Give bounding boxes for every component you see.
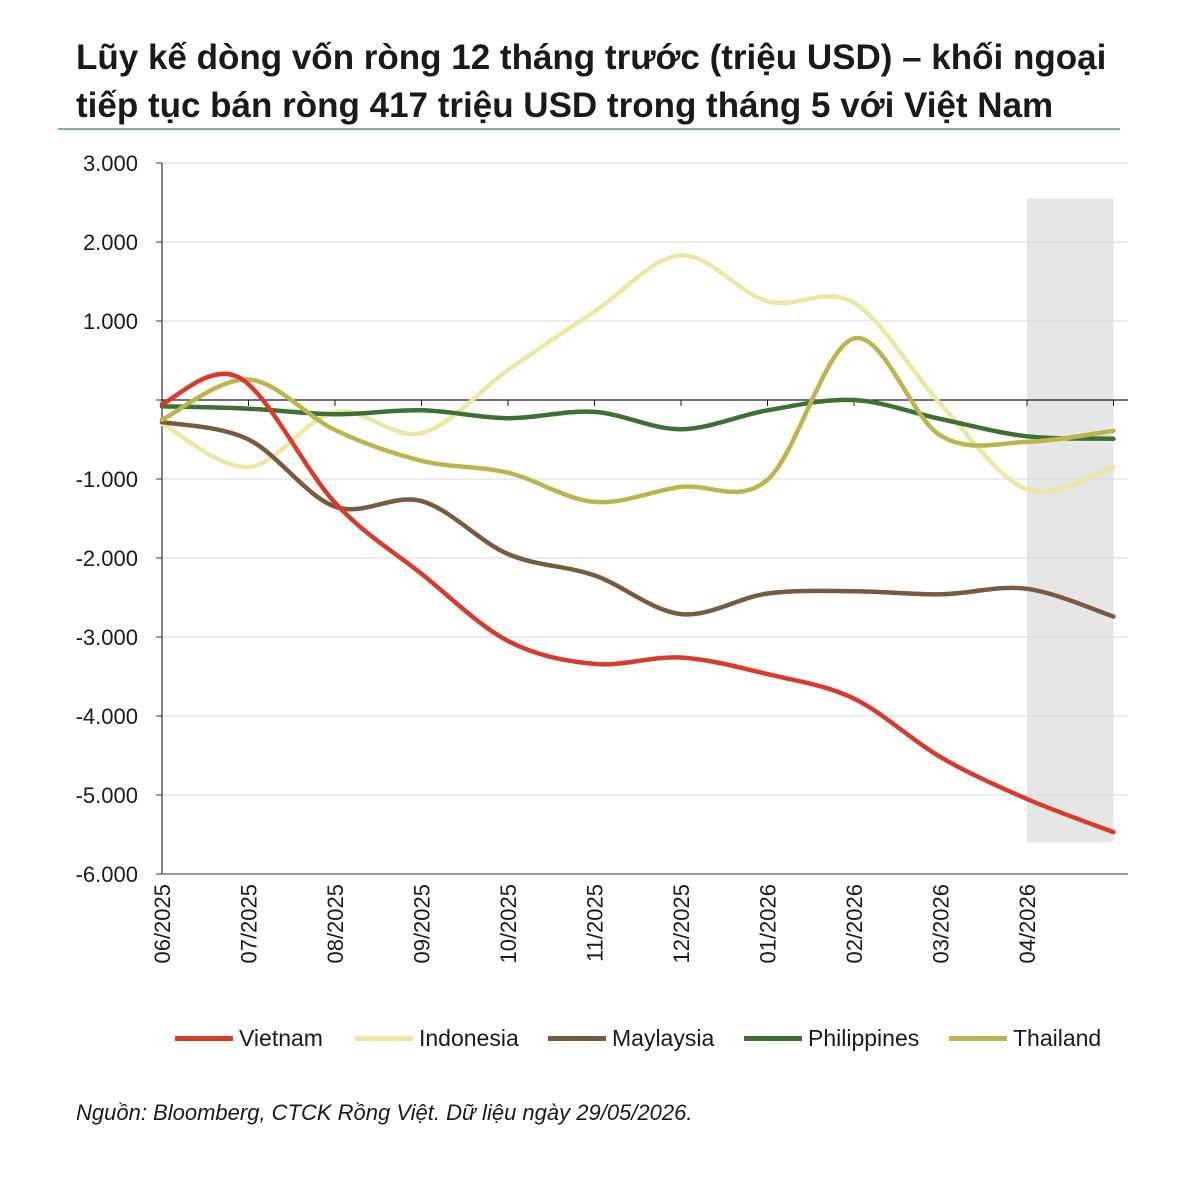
legend-label: Vietnam	[239, 1024, 323, 1051]
gridlines	[156, 162, 1128, 875]
forecast-shaded-region	[1027, 198, 1114, 843]
legend-swatch	[175, 1035, 233, 1041]
x-tick-label: 03/2026	[929, 884, 954, 964]
legend-label: Indonesia	[419, 1024, 519, 1051]
y-tick-label: -2.000	[76, 546, 138, 571]
legend-swatch	[744, 1035, 802, 1041]
legend-item-philippines: Philippines	[744, 1020, 919, 1056]
legend: Vietnam Indonesia Maylaysia Philippines Thai…	[0, 1020, 1198, 1056]
series-lines	[159, 253, 1116, 835]
y-tick-label: 1.000	[83, 309, 138, 334]
axes	[161, 163, 1128, 875]
legend-item-vietnam: Vietnam	[175, 1020, 323, 1056]
legend-label: Maylaysia	[612, 1024, 715, 1051]
y-tick-label: -4.000	[76, 704, 138, 729]
x-tick-label: 02/2026	[842, 884, 867, 964]
y-tick-label: -1.000	[76, 467, 138, 492]
legend-swatch	[949, 1035, 1007, 1041]
legend-label: Thailand	[1013, 1024, 1102, 1051]
series-line-vietnam	[159, 371, 1116, 835]
series-line-thailand	[159, 336, 1116, 505]
series-line-philippines	[159, 397, 1116, 441]
x-tick-label: 08/2025	[323, 884, 348, 964]
x-tick-label: 07/2025	[237, 884, 262, 964]
legend-swatch	[355, 1035, 413, 1041]
legend-item-indonesia: Indonesia	[355, 1020, 519, 1056]
legend-swatch	[548, 1035, 606, 1041]
x-tick-label: 06/2025	[150, 884, 175, 964]
x-tick-label: 11/2025	[583, 884, 608, 962]
line-chart: 3.000 2.000 1.000 -1.000 -2.000 -3.000 -4.000 -…	[76, 151, 1128, 964]
x-tick-labels: 06/2025 07/2025 08/2025 09/2025 10/2025 11/20…	[150, 884, 1040, 964]
y-tick-label: 3.000	[83, 151, 138, 176]
x-tick-label: 04/2026	[1015, 884, 1040, 964]
legend-item-thailand: Thailand	[949, 1020, 1101, 1056]
title-divider	[58, 128, 1120, 130]
y-tick-labels: 3.000 2.000 1.000 -1.000 -2.000 -3.000 -4.000 -…	[76, 151, 138, 887]
legend-item-maylaysia: Maylaysia	[548, 1020, 714, 1056]
series-line-indonesia	[159, 253, 1116, 494]
y-tick-label: -5.000	[76, 783, 138, 808]
shaded-region	[1027, 198, 1114, 843]
chart-title: Lũy kế dòng vốn ròng 12 tháng trước (tri…	[76, 38, 1107, 125]
y-tick-label: -6.000	[76, 862, 138, 887]
series-line-maylaysia	[159, 419, 1116, 619]
x-tick-label: 09/2025	[410, 884, 435, 964]
legend-label: Philippines	[808, 1024, 920, 1051]
y-tick-label: 2.000	[83, 230, 138, 255]
x-tick-label: 01/2026	[756, 884, 781, 964]
x-tick-label: 10/2025	[496, 884, 521, 964]
x-tick-label: 12/2025	[669, 884, 694, 964]
y-tick-label: -3.000	[76, 625, 138, 650]
source-note: Nguồn: Bloomberg, CTCK Rồng Việt. Dữ liệ…	[76, 1100, 693, 1125]
